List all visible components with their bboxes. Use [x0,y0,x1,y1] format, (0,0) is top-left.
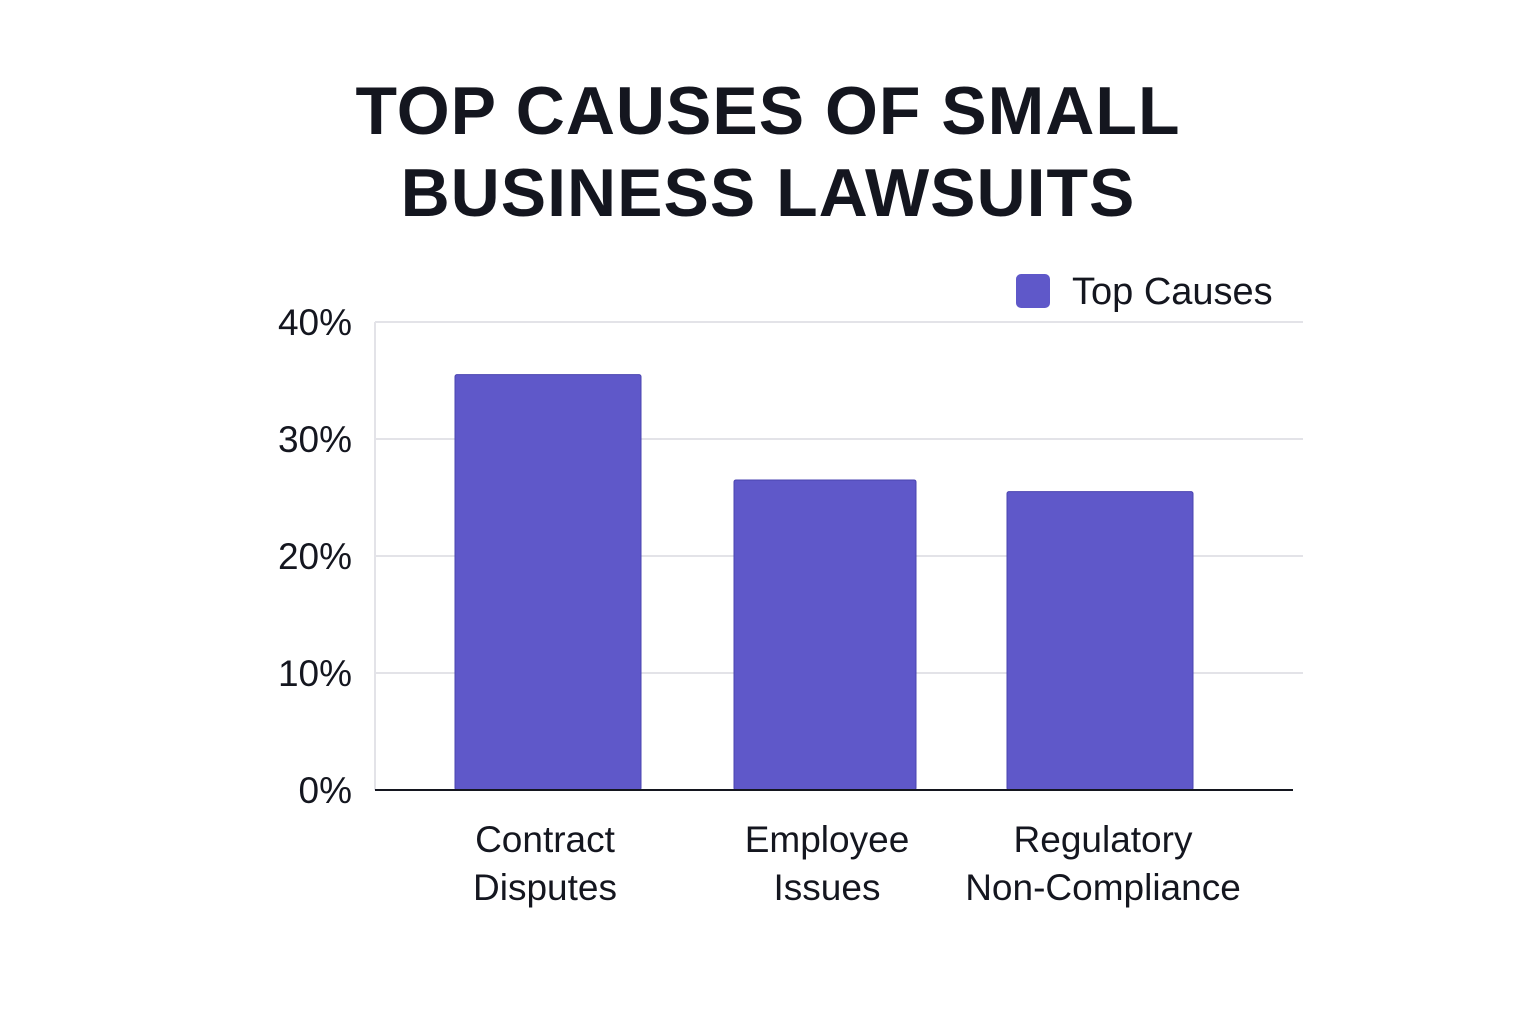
x-category-label: Contract Disputes [473,819,617,908]
y-axis-tick-labels: 0% 10% 20% 30% 40% [278,302,352,811]
chart-title-line-1: TOP CAUSES OF SMALL [355,73,1181,149]
y-tick-label: 10% [278,653,352,694]
legend-label: Top Causes [1072,271,1273,313]
chart-title: TOP CAUSES OF SMALL BUSINESS LAWSUITS [0,70,1536,234]
x-category-label: Regulatory Non-Compliance [965,819,1241,908]
y-tick-label: 40% [278,302,352,343]
y-tick-label: 20% [278,536,352,577]
bar [733,479,917,791]
bars [454,374,1194,791]
legend: Top Causes [1016,271,1273,313]
y-tick-label: 0% [299,770,352,811]
bar [454,374,642,791]
legend-swatch [1016,274,1050,308]
y-tick-label: 30% [278,419,352,460]
x-category-label: Employee Issues [745,819,910,908]
bar [1006,491,1194,791]
x-axis-category-labels: Contract Disputes Employee Issues Regulatory… [473,819,1241,908]
chart-title-line-2: BUSINESS LAWSUITS [400,155,1136,231]
